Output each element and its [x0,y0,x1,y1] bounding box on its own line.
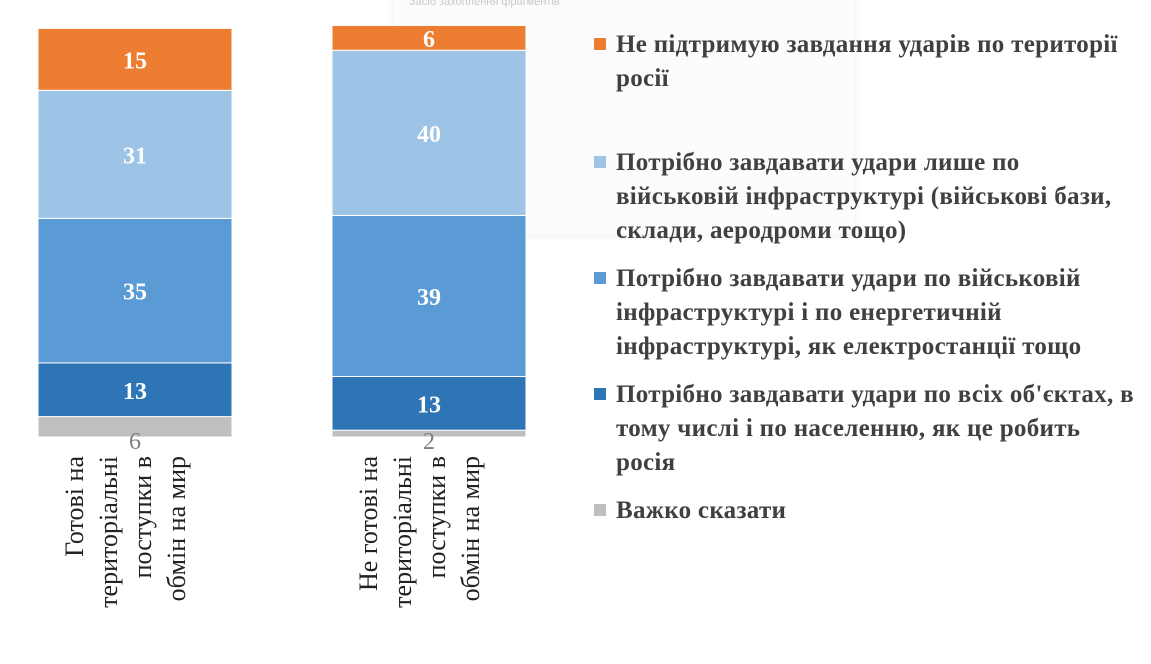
category-label-line: обмін на мир [456,456,485,601]
chart-legend: Не підтримую завдання ударів по територі… [594,28,1144,548]
category-label-1: Готові на територіальні поступки в обмін на… [60,456,191,608]
snipping-tool-title: Засіб захоплення фрагментів [409,0,560,8]
legend-label: Потрібно завдавати удари по всіх об'єкта… [616,381,1134,476]
category-label-line: Готові на [60,456,89,557]
legend-swatch [594,504,606,516]
legend-label: Потрібно завдавати удари лише по військо… [616,149,1112,244]
data-label-2-5: 6 [423,27,435,53]
data-label-1-3: 35 [123,280,147,306]
bar-segment-2-2 [331,376,527,431]
legend-swatch [594,38,606,50]
legend-swatch [594,388,606,400]
legend-item: Потрібно завдавати удари по всіх об'єкта… [594,378,1146,480]
legend-swatch [594,272,606,284]
category-label-line: територіальні [94,456,123,608]
legend-item: Потрібно завдавати удари по військовій і… [594,262,1146,364]
legend-item: Потрібно завдавати удари лише по військо… [594,146,1146,248]
legend-item: Важко сказати [594,494,1146,528]
category-label-line: територіальні [388,456,417,608]
category-label-line: поступки в [128,456,157,578]
data-label-1-1: 6 [129,429,141,455]
legend-swatch [594,156,606,168]
bar-segment-2-3 [331,214,527,378]
data-label-2-2: 13 [417,392,441,418]
legend-label: Важко сказати [616,497,787,524]
category-label-2: Не готові на територіальні поступки в обмін… [354,456,485,608]
category-label-line: поступки в [422,456,451,578]
data-label-2-3: 39 [417,285,441,311]
legend-label: Не підтримую завдання ударів по територі… [616,31,1118,92]
bar-segment-2-5 [331,24,527,51]
legend-label: Потрібно завдавати удари по військовій і… [616,265,1082,360]
bar-segment-1-4 [37,89,233,219]
data-label-1-5: 15 [123,48,147,74]
bar-segment-1-5 [37,27,233,91]
bar-segment-1-3 [37,217,233,364]
data-label-2-4: 40 [417,122,441,148]
legend-item: Не підтримую завдання ударів по територі… [594,28,1146,96]
category-label-line: Не готові на [354,456,383,591]
category-label-line: обмін на мир [162,456,191,601]
data-label-1-2: 13 [123,379,147,405]
data-label-1-4: 31 [123,143,147,169]
data-label-2-1: 2 [423,429,435,455]
